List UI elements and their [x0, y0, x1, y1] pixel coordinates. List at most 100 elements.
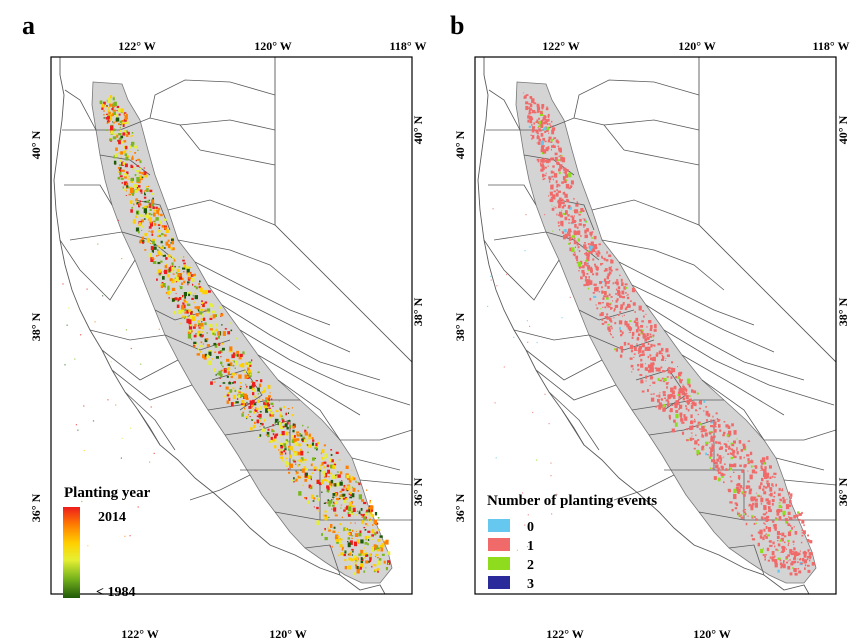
orchard-field [122, 188, 127, 191]
orchard-field [710, 435, 713, 438]
orchard-field [236, 350, 239, 354]
orchard-field [712, 440, 715, 443]
orchard-field [570, 180, 574, 185]
orchard-field [741, 491, 745, 495]
orchard-field [249, 369, 251, 371]
orchard-field [693, 390, 697, 394]
orchard-field [772, 556, 775, 559]
orchard-field [778, 502, 781, 504]
map-frame-b [474, 56, 837, 595]
right-tick-a-3: 36° N [411, 477, 425, 506]
orchard-field [666, 354, 670, 357]
orchard-field [222, 382, 226, 384]
orchard-field [131, 141, 135, 145]
orchard-field [354, 533, 359, 537]
top-tick-b-3: 118° W [813, 39, 850, 53]
orchard-field [247, 414, 250, 416]
orchard-field [503, 366, 505, 368]
orchard-field [697, 413, 699, 416]
orchard-field [809, 541, 812, 544]
orchard-field [598, 252, 601, 255]
orchard-field [550, 462, 552, 464]
orchard-field [715, 464, 719, 469]
orchard-field [369, 501, 371, 504]
orchard-field [350, 493, 353, 497]
orchard-field [564, 170, 568, 175]
orchard-field [661, 398, 663, 400]
orchard-field [270, 402, 274, 405]
orchard-field [626, 323, 630, 328]
orchard-field [324, 529, 326, 531]
orchard-field [229, 346, 233, 352]
orchard-field [387, 562, 389, 565]
county-boundary [257, 354, 361, 416]
orchard-field [153, 246, 157, 250]
orchard-field [738, 478, 740, 481]
orchard-field [687, 402, 690, 405]
orchard-field [564, 180, 567, 184]
legend-color-ramp [63, 507, 80, 598]
orchard-field [679, 412, 683, 416]
county-boundary [221, 304, 381, 381]
orchard-field [596, 246, 598, 249]
orchard-field [272, 438, 275, 442]
orchard-field [655, 369, 659, 372]
orchard-field [626, 296, 630, 300]
orchard-field [266, 431, 270, 435]
legend-swatch-1 [488, 538, 510, 551]
orchard-field [307, 426, 309, 429]
orchard-field [252, 392, 255, 396]
orchard-field [633, 347, 637, 351]
orchard-field [356, 539, 359, 542]
orchard-field [678, 372, 682, 377]
orchard-field [758, 485, 762, 490]
orchard-field [776, 511, 780, 516]
orchard-field [353, 572, 356, 576]
orchard-field [340, 552, 344, 556]
orchard-field [771, 551, 775, 556]
orchard-field [149, 217, 152, 222]
orchard-field [117, 219, 119, 221]
orchard-field [729, 476, 732, 478]
orchard-field [652, 381, 656, 384]
orchard-field [621, 282, 624, 286]
county-boundary [681, 354, 785, 416]
orchard-field [238, 394, 241, 398]
orchard-field [327, 516, 330, 519]
orchard-field [562, 212, 566, 216]
orchard-field [705, 443, 708, 446]
orchard-field [143, 196, 147, 199]
orchard-field [113, 111, 116, 115]
orchard-field [587, 269, 590, 272]
orchard-field [141, 172, 145, 175]
orchard-field [323, 466, 326, 469]
orchard-field [774, 545, 776, 548]
orchard-field [364, 512, 369, 516]
orchard-field [561, 201, 565, 205]
orchard-field [723, 421, 726, 423]
orchard-field [164, 265, 168, 269]
orchard-field [281, 431, 283, 433]
orchard-field [742, 443, 746, 446]
orchard-field [356, 510, 358, 512]
orchard-field [131, 206, 133, 209]
orchard-field [542, 178, 545, 181]
orchard-field [763, 491, 767, 495]
orchard-field [199, 333, 202, 337]
orchard-field [66, 324, 68, 326]
orchard-field [764, 473, 768, 479]
orchard-field [326, 510, 328, 513]
orchard-field [268, 395, 271, 397]
orchard-field [151, 230, 154, 234]
orchard-field [218, 342, 221, 346]
orchard-field [653, 329, 657, 332]
orchard-field [584, 229, 587, 234]
orchard-field [187, 283, 189, 286]
orchard-field [547, 115, 549, 117]
orchard-field [226, 376, 229, 378]
orchard-field [246, 418, 248, 420]
orchard-field [550, 176, 553, 178]
orchard-field [324, 537, 328, 541]
orchard-field [249, 416, 251, 418]
orchard-field [720, 465, 724, 469]
